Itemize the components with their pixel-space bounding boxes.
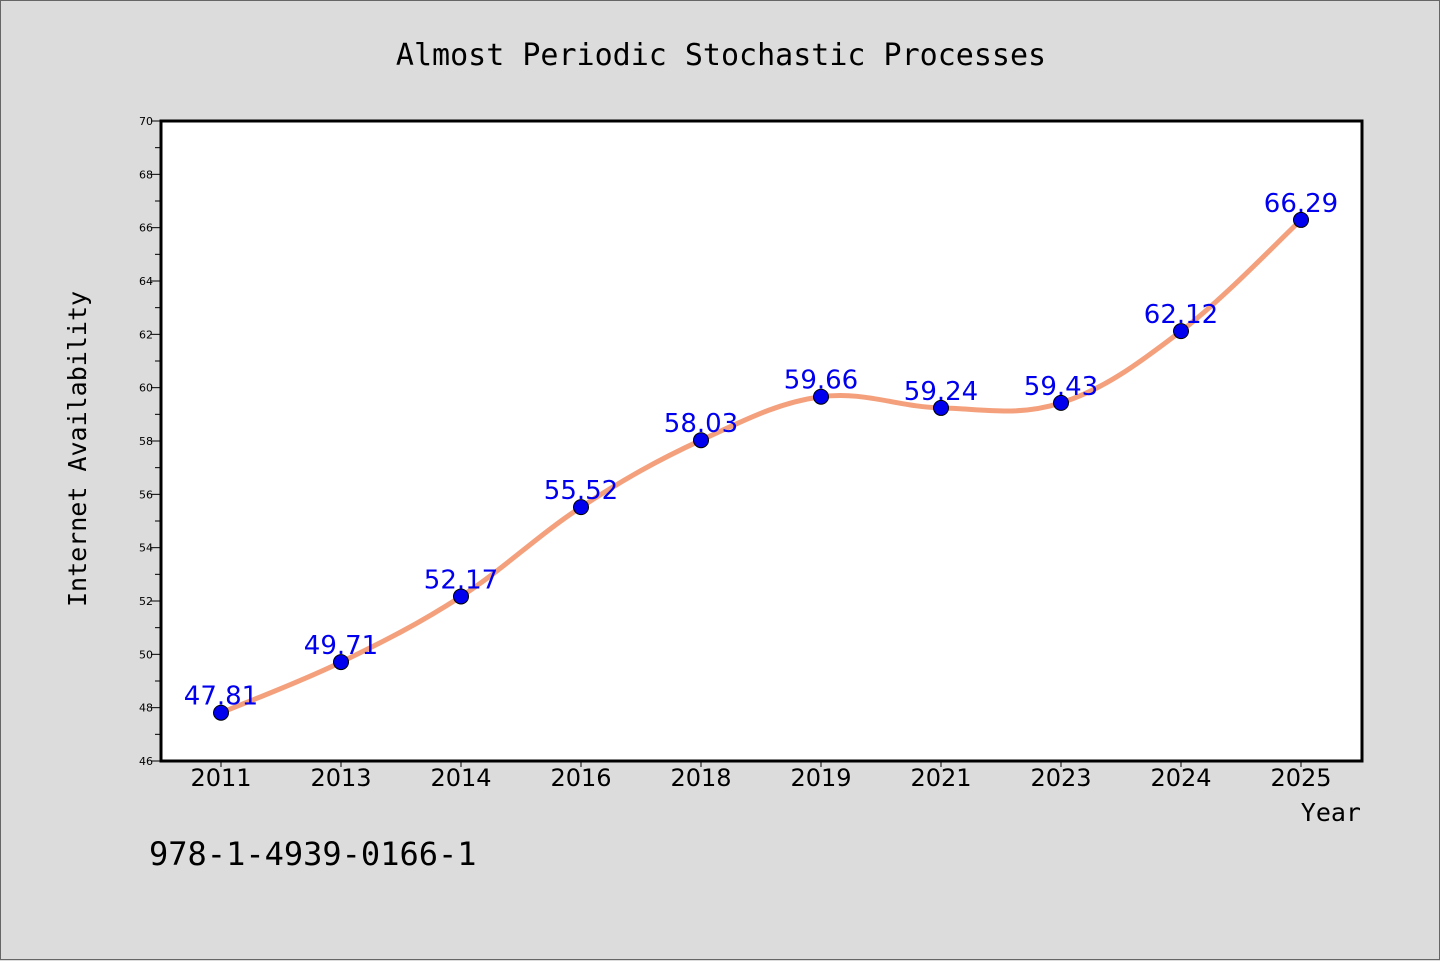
y-tick-label: 60 [139,382,153,395]
y-tick-label: 68 [139,168,153,181]
data-point [333,654,349,671]
data-point [1053,394,1069,411]
y-tick-label: 46 [139,755,153,768]
data-label: 52.17 [424,565,498,595]
y-tick-label: 64 [139,275,153,288]
plot-frame [159,119,1364,763]
series-group: 47.81 49.71 52.17 55.52 58.03 59.66 59.24 59.43… [184,189,1338,721]
y-tick-label: 48 [139,702,153,715]
data-label: 47.81 [184,682,258,712]
data-label: 55.52 [544,476,618,506]
x-tick-label: 2023 [1030,764,1091,792]
y-tick-label: 50 [139,648,153,661]
data-point [693,432,709,449]
data-point [453,588,469,605]
data-point [933,399,949,416]
data-label: 59.24 [904,377,978,407]
y-tick-label: 66 [139,222,153,235]
data-point [1173,323,1189,340]
x-tick-label: 2013 [310,764,371,792]
y-tick-label: 54 [139,542,153,555]
y-axis-label: Internet Availability [63,291,92,607]
data-label: 66.29 [1264,189,1338,219]
y-tick-label: 62 [139,328,153,341]
x-tick-label: 2018 [670,764,731,792]
y-axis: 46 48 50 52 54 56 58 60 62 64 66 68 70 [139,115,161,768]
y-tick-label: 70 [139,115,153,128]
x-tick-label: 2019 [790,764,851,792]
data-label: 59.43 [1024,372,1098,402]
x-tick-label: 2025 [1270,764,1331,792]
x-tick-label: 2016 [550,764,611,792]
x-axis: 2011 2013 2014 2016 2018 2019 2021 2023 2024 2025 [190,761,1332,792]
data-label: 58.03 [664,409,738,439]
data-point [813,388,829,405]
isbn-text: 978-1-4939-0166-1 [149,835,477,873]
x-tick-label: 2011 [190,764,251,792]
data-label: 49.71 [304,631,378,661]
x-tick-label: 2021 [910,764,971,792]
data-point [573,499,589,516]
x-tick-label: 2014 [430,764,491,792]
y-tick-label: 56 [139,488,153,501]
data-label: 62.12 [1144,300,1218,330]
y-tick-label: 52 [139,595,153,608]
x-tick-label: 2024 [1150,764,1211,792]
y-tick-label: 58 [139,435,153,448]
chart-title: Almost Periodic Stochastic Processes [396,38,1046,73]
data-point [1293,211,1309,228]
data-point [213,704,229,721]
x-axis-label: Year [1301,798,1361,827]
data-label: 59.66 [784,366,858,396]
series-line [218,217,1304,716]
